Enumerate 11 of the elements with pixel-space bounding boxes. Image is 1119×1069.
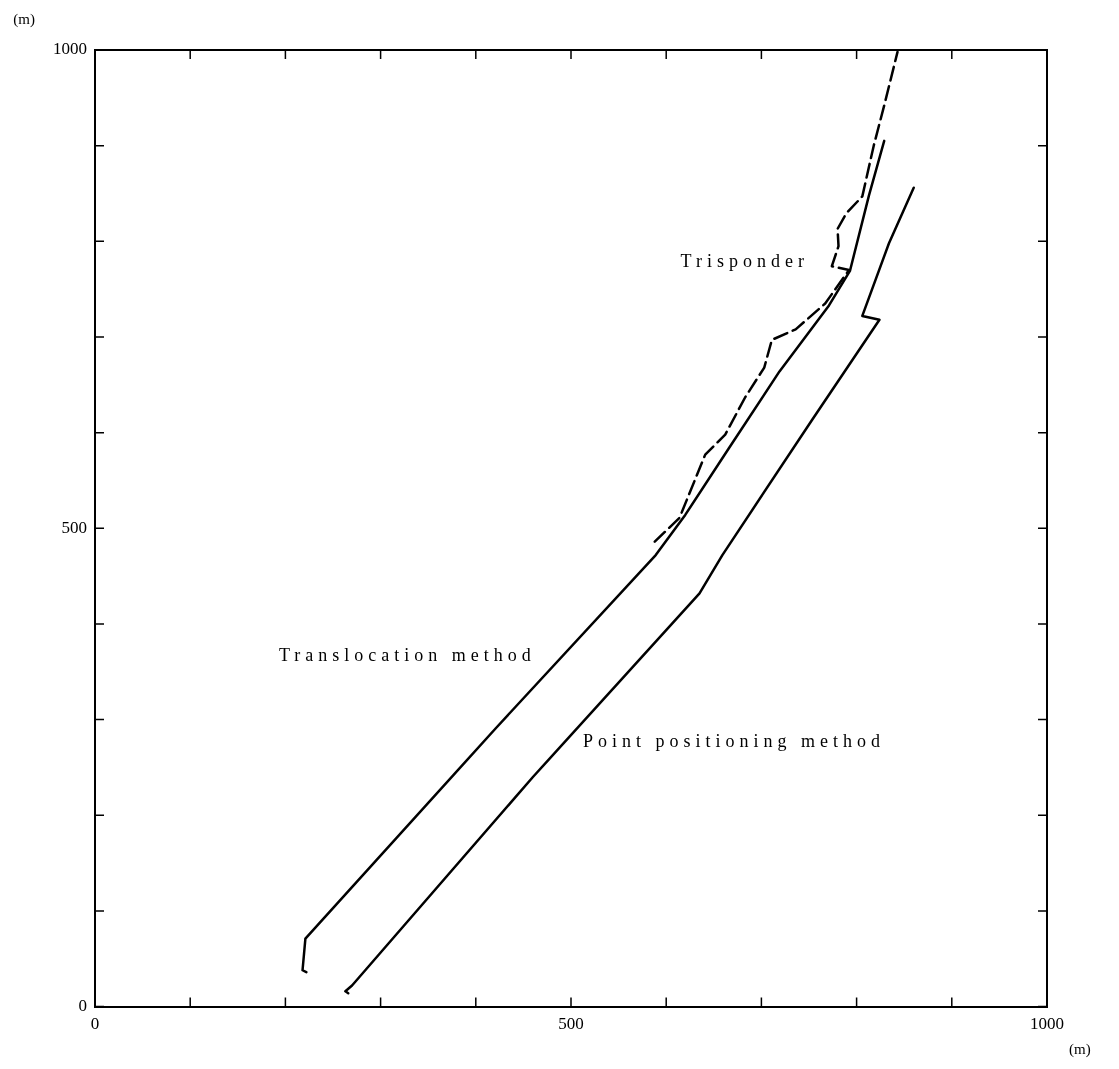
x-tick-label: 500 (558, 1014, 584, 1034)
series-label: Trisponder (680, 250, 809, 271)
y-tick-label: 1000 (53, 39, 87, 59)
series-label: Point positioning method (582, 730, 885, 751)
y-tick-label: 0 (78, 996, 87, 1016)
y-axis-title: (m) (13, 11, 35, 29)
series-label: Translocation method (278, 644, 536, 665)
x-tick-label: 0 (90, 1014, 100, 1034)
x-axis-title: (m) (1069, 1041, 1091, 1059)
x-tick-label: 1000 (1030, 1014, 1064, 1034)
y-tick-label: 500 (61, 517, 87, 537)
